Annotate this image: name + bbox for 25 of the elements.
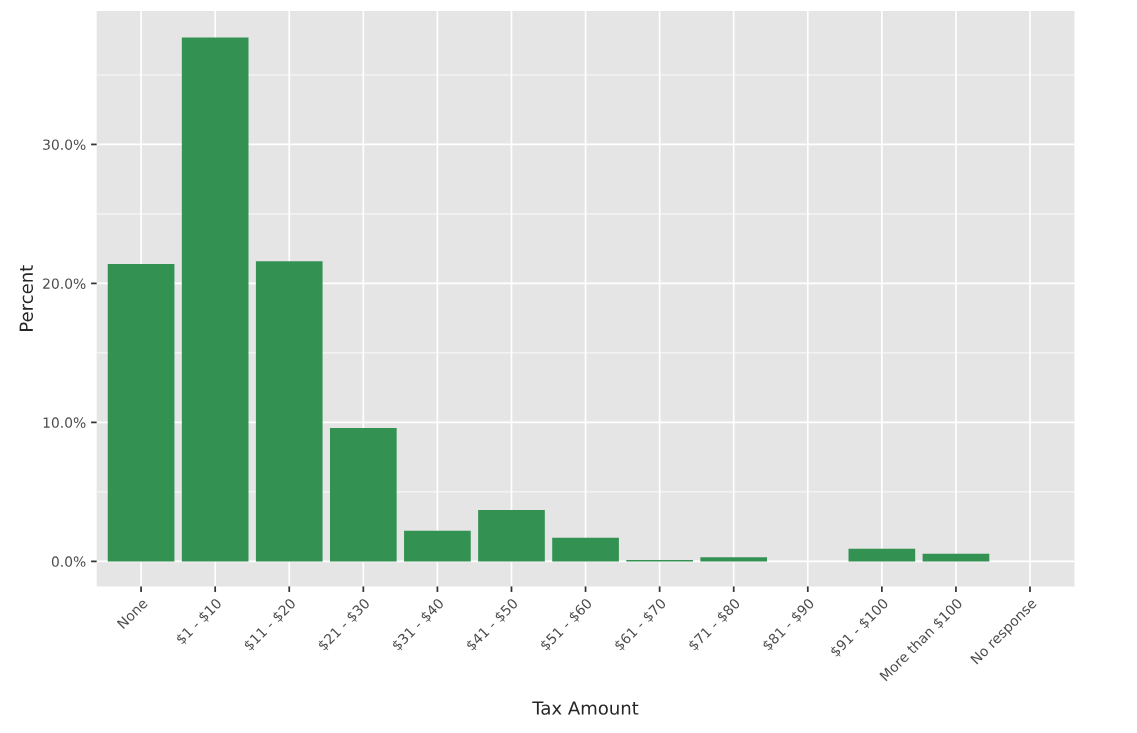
- x-tick-label: $81 - $90: [761, 597, 817, 653]
- bar: [848, 548, 916, 562]
- x-tick-label: $31 - $40: [390, 597, 446, 653]
- x-tick-label: $21 - $30: [316, 597, 372, 653]
- bar: [329, 427, 397, 562]
- x-tick-label: $51 - $60: [539, 597, 594, 653]
- y-tick-label: 0.0%: [51, 556, 86, 567]
- bar: [255, 261, 323, 562]
- y-tick-label: 10.0%: [43, 417, 86, 428]
- bar: [404, 530, 471, 562]
- x-tick-label: $71 - $80: [687, 597, 742, 653]
- x-tick-label: $41 - $50: [465, 597, 520, 653]
- bar: [107, 263, 175, 562]
- y-axis-title: Percent: [19, 265, 34, 331]
- x-axis-title: Tax Amount: [532, 701, 639, 715]
- x-tick-label: $11 - $20: [242, 597, 298, 653]
- bar: [552, 537, 619, 562]
- bar: [922, 553, 990, 562]
- bar: [181, 37, 249, 562]
- y-tick-label: 20.0%: [43, 278, 86, 289]
- y-tick-label: 30.0%: [43, 139, 86, 150]
- x-tick-label: $61 - $70: [613, 597, 668, 653]
- bar: [478, 509, 545, 562]
- bar: [700, 557, 768, 562]
- x-tick-label: $1 - $10: [174, 597, 224, 646]
